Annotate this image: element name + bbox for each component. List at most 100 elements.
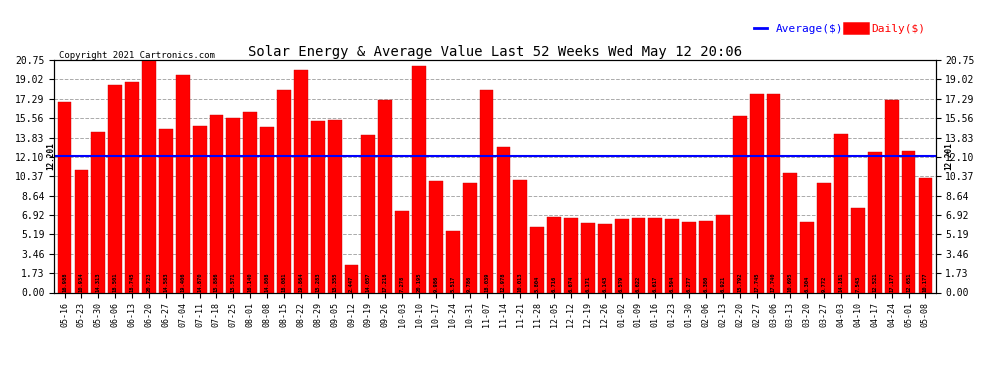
Text: 12.651: 12.651 — [906, 273, 911, 292]
Bar — [648, 218, 662, 292]
Bar — [227, 118, 241, 292]
Text: 17.740: 17.740 — [771, 273, 776, 292]
Bar — [581, 224, 595, 292]
Bar — [429, 181, 443, 292]
Bar — [902, 151, 916, 292]
Bar — [514, 180, 528, 292]
Bar — [868, 152, 882, 292]
Text: 17.745: 17.745 — [754, 273, 759, 292]
Text: 15.886: 15.886 — [214, 273, 219, 292]
Bar — [57, 102, 71, 292]
Bar — [749, 94, 763, 292]
Text: 9.772: 9.772 — [822, 276, 827, 292]
Bar — [193, 126, 207, 292]
Text: 12.201: 12.201 — [944, 142, 953, 170]
Bar — [497, 147, 511, 292]
Bar — [462, 183, 476, 292]
Text: 14.057: 14.057 — [366, 273, 371, 292]
Bar — [632, 218, 645, 292]
Text: 9.786: 9.786 — [467, 276, 472, 292]
Bar — [378, 100, 392, 292]
Bar — [361, 135, 375, 292]
Bar — [277, 90, 291, 292]
Bar — [74, 170, 88, 292]
Text: 6.277: 6.277 — [687, 276, 692, 292]
Bar — [311, 121, 325, 292]
Bar — [479, 90, 493, 292]
Bar — [733, 116, 746, 292]
Text: 6.617: 6.617 — [652, 276, 657, 292]
Text: 10.934: 10.934 — [79, 273, 84, 292]
Bar — [446, 231, 459, 292]
Text: 6.579: 6.579 — [619, 276, 624, 292]
Bar — [142, 60, 155, 292]
Text: 12.978: 12.978 — [501, 273, 506, 292]
Bar — [716, 215, 730, 292]
Bar — [682, 222, 696, 292]
Bar — [531, 228, 544, 292]
Bar — [108, 85, 122, 292]
Text: 5.804: 5.804 — [535, 276, 540, 292]
Text: 7.543: 7.543 — [855, 276, 860, 292]
Text: 14.181: 14.181 — [839, 273, 843, 292]
Legend: Average($), Daily($): Average($), Daily($) — [749, 19, 930, 38]
Text: 18.039: 18.039 — [484, 273, 489, 292]
Bar — [294, 70, 308, 292]
Text: 6.674: 6.674 — [568, 276, 573, 292]
Text: 19.406: 19.406 — [180, 273, 185, 292]
Bar — [615, 219, 629, 292]
Bar — [817, 183, 831, 292]
Bar — [919, 178, 933, 292]
Text: 20.723: 20.723 — [147, 273, 151, 292]
Text: 17.177: 17.177 — [889, 273, 894, 292]
Text: 15.571: 15.571 — [231, 273, 236, 292]
Text: 6.622: 6.622 — [636, 276, 641, 292]
Text: 6.143: 6.143 — [602, 276, 607, 292]
Text: 7.278: 7.278 — [400, 276, 405, 292]
Bar — [800, 222, 814, 292]
Text: 16.988: 16.988 — [62, 273, 67, 292]
Text: 20.195: 20.195 — [417, 273, 422, 292]
Text: 12.521: 12.521 — [872, 273, 877, 292]
Text: 18.745: 18.745 — [130, 273, 135, 292]
Text: 6.921: 6.921 — [721, 276, 726, 292]
Bar — [564, 218, 578, 292]
Text: 14.870: 14.870 — [197, 273, 202, 292]
Text: 12.201: 12.201 — [47, 142, 55, 170]
Text: 10.695: 10.695 — [788, 273, 793, 292]
Bar — [547, 217, 561, 292]
Bar — [412, 66, 426, 292]
Text: 6.171: 6.171 — [585, 276, 590, 292]
Bar — [885, 100, 899, 292]
Text: 15.355: 15.355 — [333, 273, 338, 292]
Text: 14.313: 14.313 — [96, 273, 101, 292]
Text: 18.081: 18.081 — [281, 273, 286, 292]
Text: 16.140: 16.140 — [248, 273, 252, 292]
Bar — [766, 94, 780, 292]
Bar — [598, 224, 612, 292]
Bar — [851, 208, 865, 292]
Bar — [328, 120, 342, 292]
Text: 6.594: 6.594 — [669, 276, 675, 292]
Text: 17.218: 17.218 — [383, 273, 388, 292]
Text: 14.808: 14.808 — [264, 273, 269, 292]
Text: 5.517: 5.517 — [450, 276, 455, 292]
Bar — [260, 127, 274, 292]
Text: 10.013: 10.013 — [518, 273, 523, 292]
Bar — [665, 219, 679, 292]
Text: 10.177: 10.177 — [923, 273, 928, 292]
Bar — [210, 114, 224, 292]
Bar — [91, 132, 105, 292]
Bar — [159, 129, 173, 292]
Bar — [395, 211, 409, 292]
Bar — [835, 134, 848, 292]
Text: Copyright 2021 Cartronics.com: Copyright 2021 Cartronics.com — [58, 51, 215, 60]
Text: 15.283: 15.283 — [315, 273, 321, 292]
Text: 9.986: 9.986 — [434, 276, 439, 292]
Text: 15.792: 15.792 — [738, 273, 742, 292]
Bar — [345, 265, 358, 292]
Bar — [125, 82, 139, 292]
Text: 19.864: 19.864 — [298, 273, 303, 292]
Bar — [244, 112, 257, 292]
Bar — [783, 172, 797, 292]
